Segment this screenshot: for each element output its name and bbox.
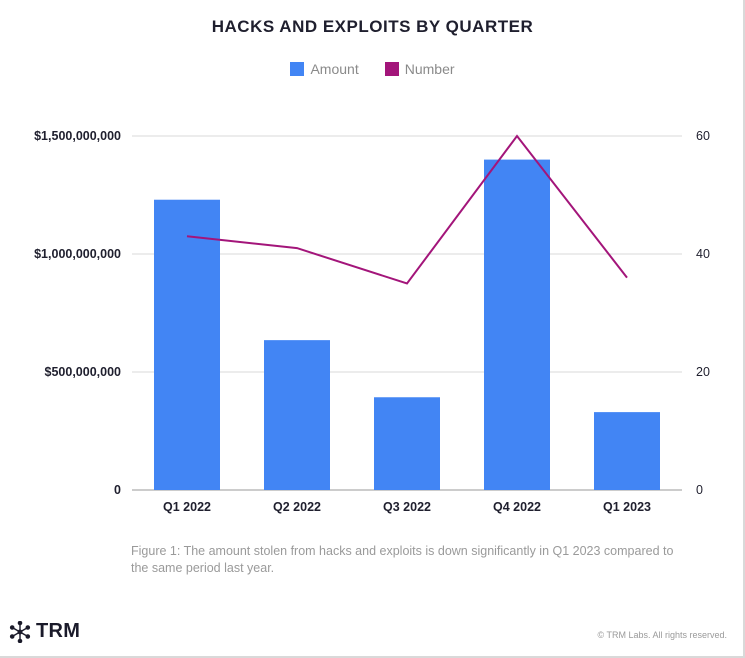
bar-amount — [264, 340, 330, 490]
copyright-notice: © TRM Labs. All rights reserved. — [597, 630, 727, 640]
brand-logo: TRM — [9, 620, 80, 643]
legend-label-amount: Amount — [310, 61, 359, 77]
brand-name: TRM — [36, 620, 81, 642]
legend-item-number: Number — [384, 61, 455, 77]
y-right-tick-label: 40 — [696, 247, 710, 261]
y-right-tick-label: 0 — [696, 483, 703, 497]
x-tick-label: Q4 2022 — [493, 500, 541, 514]
bar-amount — [374, 397, 440, 490]
chart-canvas: 0 $500,000,000 $1,000,000,000 $1,500,000,00… — [34, 129, 710, 514]
legend-swatch-number — [384, 62, 399, 76]
legend-item-amount: Amount — [290, 61, 359, 77]
x-tick-label: Q2 2022 — [273, 500, 321, 514]
line-number — [186, 134, 628, 285]
y-right-tick-label: 60 — [696, 129, 710, 143]
legend-swatch-amount — [290, 62, 305, 76]
y-right-tick-label: 20 — [696, 365, 710, 379]
chart-title: HACKS AND EXPLOITS BY QUARTER — [211, 17, 534, 36]
y-left-tick-label: 0 — [114, 483, 121, 497]
bar-amount — [154, 199, 220, 490]
y-left-tick-label: $1,500,000,000 — [34, 129, 121, 143]
x-tick-label: Q1 2023 — [603, 500, 651, 514]
y-left-tick-label: $1,000,000,000 — [34, 247, 121, 261]
x-tick-label: Q1 2022 — [163, 500, 211, 514]
y-left-tick-label: $500,000,000 — [45, 365, 122, 379]
bar-amount — [594, 412, 660, 490]
bar-amount — [484, 159, 550, 490]
x-tick-label: Q3 2022 — [383, 500, 431, 514]
chart-legend: Amount Number — [0, 61, 745, 77]
trm-star-logo-icon — [9, 620, 31, 643]
legend-label-number: Number — [404, 61, 455, 77]
figure-caption: Figure 1: The amount stolen from hacks a… — [131, 544, 674, 575]
